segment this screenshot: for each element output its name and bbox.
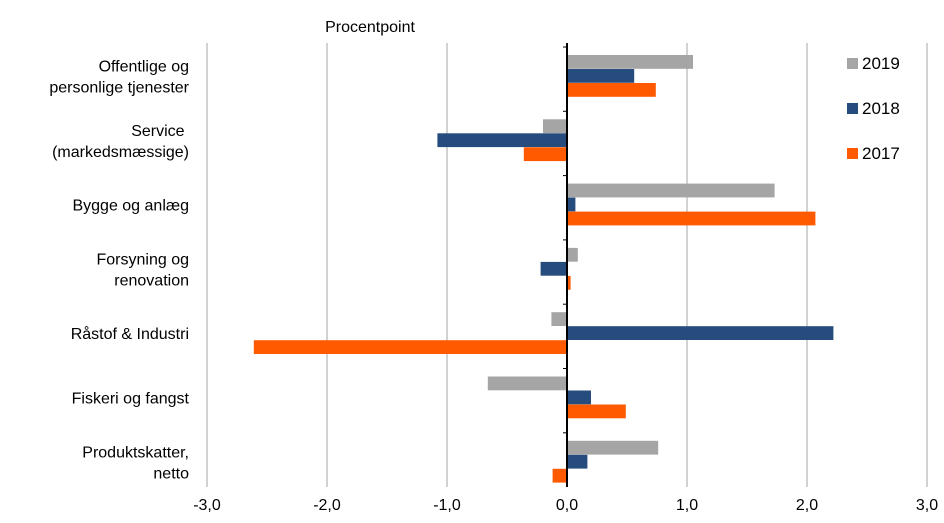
bar-2017 xyxy=(552,468,567,483)
bar-2019 xyxy=(567,55,693,69)
bar-2019 xyxy=(543,119,567,134)
x-tick-label: -3,0 xyxy=(193,497,221,514)
grid-lines xyxy=(206,43,928,487)
bar-2019 xyxy=(551,312,567,326)
bar-2017 xyxy=(567,211,816,226)
category-label: Forsyning og renovation xyxy=(97,251,190,289)
category-label: Offentlige og personlige tjenester xyxy=(49,59,189,97)
bar-2018 xyxy=(567,197,576,212)
legend-label: 2019 xyxy=(862,54,900,73)
bar-2018 xyxy=(567,326,834,340)
bar-2019 xyxy=(487,376,567,391)
legend-label: 2017 xyxy=(862,144,900,163)
bar-2017 xyxy=(567,83,656,97)
category-labels: Offentlige og personlige tjenester Service… xyxy=(49,59,189,483)
bars xyxy=(253,55,834,483)
category-label: Service (markedsmæssige) xyxy=(52,123,189,161)
x-tick-label: 2,0 xyxy=(796,497,818,514)
legend-swatch-2018 xyxy=(847,103,858,114)
x-tick-label: 3,0 xyxy=(916,497,938,514)
bar-2019 xyxy=(567,440,659,455)
legend-swatch-2017 xyxy=(847,148,858,159)
bar-2018 xyxy=(567,69,635,83)
category-label: Produktskatter, netto xyxy=(82,444,189,482)
x-tick-label: -1,0 xyxy=(433,497,461,514)
bar-2019 xyxy=(567,247,578,262)
bar-2018 xyxy=(540,261,567,276)
bar-2017 xyxy=(523,147,567,162)
x-tick-label: 1,0 xyxy=(676,497,698,514)
axes xyxy=(563,43,568,487)
bar-2017 xyxy=(253,340,568,354)
x-tick-labels: -3,0 -2,0 -1,0 0,0 1,0 2,0 3,0 xyxy=(193,497,938,514)
y-axis-title: Procentpoint xyxy=(325,19,415,36)
bar-2017 xyxy=(567,275,571,290)
category-label: Bygge og anlæg xyxy=(72,198,189,215)
category-label: Fiskeri og fangst xyxy=(72,391,190,408)
category-label: Råstof & Industri xyxy=(71,325,189,343)
legend-swatch-2019 xyxy=(847,58,858,69)
bar-2018 xyxy=(567,390,591,405)
legend-label: 2018 xyxy=(862,99,900,118)
bar-2018 xyxy=(437,133,567,148)
bar-2018 xyxy=(567,454,588,469)
bar-2019 xyxy=(567,183,775,198)
bar-2017 xyxy=(567,404,626,419)
x-tick-label: -2,0 xyxy=(313,497,341,514)
x-tick-label: 0,0 xyxy=(556,497,578,514)
legend: 2019 2018 2017 xyxy=(847,54,900,163)
